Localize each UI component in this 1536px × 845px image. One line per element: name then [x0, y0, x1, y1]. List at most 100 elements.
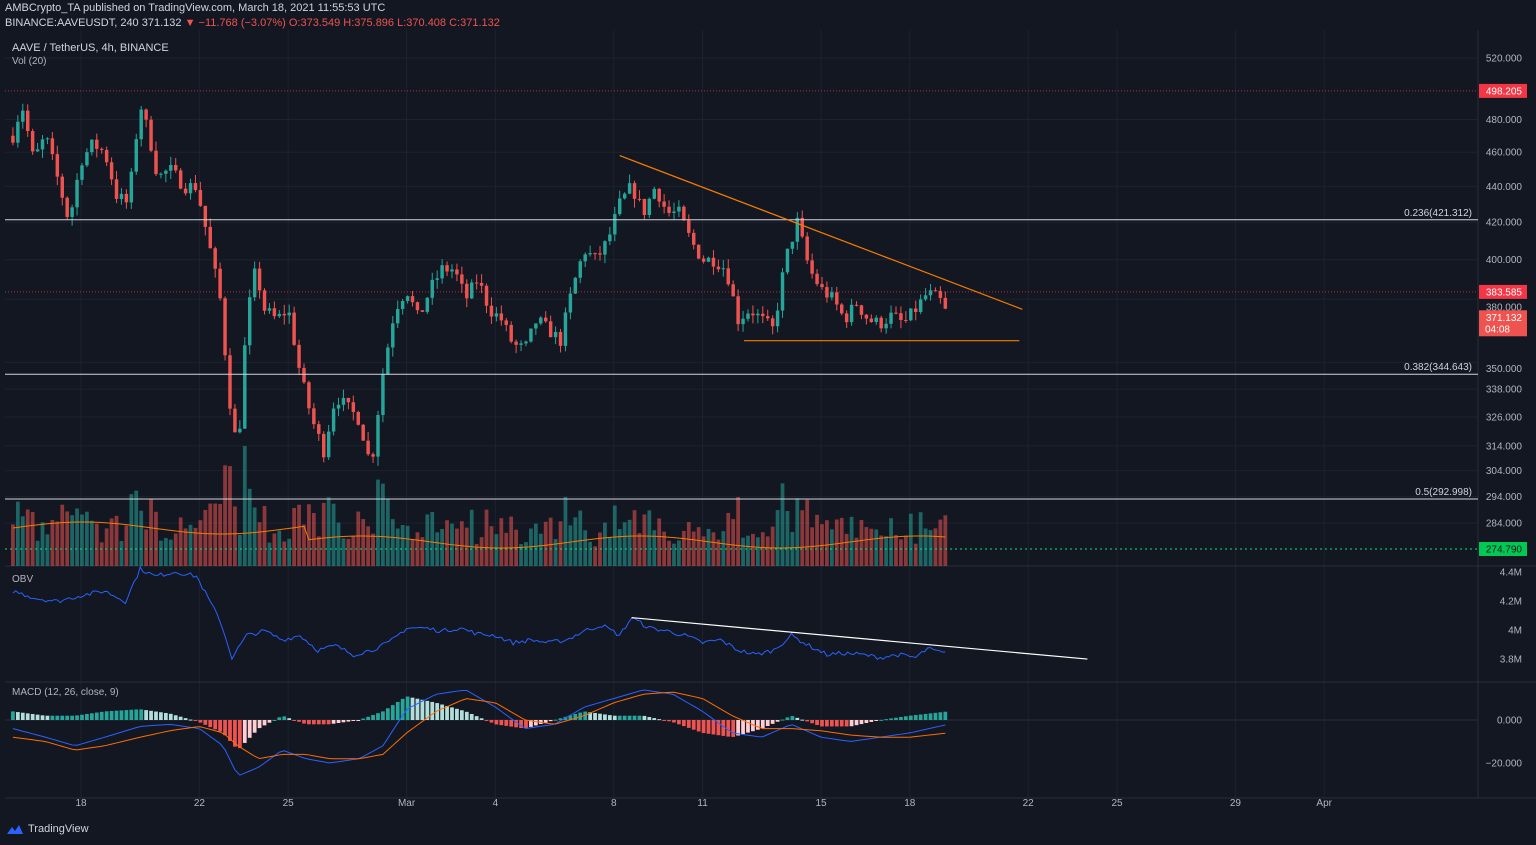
macd-histogram-bar: [627, 715, 632, 720]
macd-histogram-bar: [716, 720, 721, 736]
macd-histogram-bar: [35, 714, 40, 720]
price-levels: 0.236(421.312) 0.382(344.643) 0.5(292.998): [5, 90, 1478, 500]
candle-body: [622, 193, 627, 199]
macd-histogram-bar: [484, 720, 489, 721]
candle-body: [677, 206, 681, 212]
candle-body: [667, 206, 671, 213]
macd-histogram-bar: [815, 720, 819, 726]
volume-bar: [228, 466, 232, 566]
volume-bar: [746, 535, 750, 566]
volume-bar: [297, 504, 301, 566]
candle-body: [884, 323, 888, 329]
volume-bar: [193, 527, 198, 566]
volume-ma-line: [12, 521, 946, 549]
macd-histogram-bar: [119, 710, 124, 720]
volume-bar: [607, 537, 612, 566]
macd-histogram-bar: [588, 712, 592, 720]
macd-histogram-bar: [114, 710, 119, 720]
volume-bar: [351, 535, 356, 566]
macd-histogram-bar: [489, 720, 494, 723]
macd-histogram-bar: [45, 715, 50, 720]
candle-body: [568, 293, 573, 313]
macd-histogram-bar: [746, 720, 750, 733]
volume-bar: [657, 518, 662, 566]
macd-histogram-bar: [923, 713, 928, 720]
candle-body: [198, 190, 203, 206]
tradingview-brand[interactable]: TradingView: [6, 823, 89, 835]
tradingview-logo-icon: [7, 825, 23, 834]
macd-histogram-bar: [667, 720, 671, 722]
candle-body: [696, 244, 701, 259]
time-tick: 22: [1023, 798, 1035, 809]
candle-body: [465, 283, 469, 299]
candle-body: [844, 313, 849, 323]
candle-body: [188, 183, 193, 194]
candle-body: [109, 162, 114, 180]
candle-body: [918, 299, 923, 312]
volume-bar: [20, 516, 25, 566]
macd-histogram-bar: [731, 720, 736, 737]
candle-body: [75, 179, 79, 208]
volume-bar: [223, 465, 227, 566]
candle-body: [711, 257, 716, 267]
volume-bar: [94, 523, 99, 566]
candle-body: [85, 152, 89, 166]
candle-body: [548, 321, 553, 338]
macd-histogram-bar: [381, 711, 385, 720]
macd-histogram-bar: [203, 720, 208, 725]
macd-histogram-bar: [188, 719, 193, 721]
volume-bars: [5, 446, 1478, 566]
close-value: C:371.132: [449, 17, 500, 29]
volume-bar: [40, 522, 45, 566]
volume-bar: [889, 518, 893, 566]
volume-bar: [11, 524, 15, 566]
time-axis[interactable]: 18 22 25 Mar 4 8 11 15 18 22 25 29 Apr: [75, 798, 1332, 809]
volume-bar: [696, 527, 701, 566]
macd-histogram-bar: [233, 720, 237, 747]
candle-body: [751, 313, 755, 316]
macd-histogram-bar: [820, 720, 824, 727]
candle-body: [588, 253, 592, 255]
volume-bar: [203, 509, 208, 566]
volume-bar: [533, 523, 538, 566]
candle-body: [90, 139, 94, 153]
candle-body: [297, 344, 301, 368]
candle-body: [627, 183, 632, 194]
price-axis[interactable]: 520.000 498.205 480.000 460.000 440.000 420.0…: [1479, 54, 1527, 770]
macd-histogram-bar: [825, 720, 829, 727]
macd-histogram-bar: [311, 720, 316, 725]
candle-body: [30, 131, 35, 152]
volume-bar: [15, 501, 20, 566]
candle-body: [504, 320, 508, 325]
volume-bar: [854, 537, 859, 566]
candle-body: [608, 234, 612, 242]
candle-body: [415, 302, 420, 311]
macd-histogram-bar: [267, 720, 272, 723]
volume-label: Vol (20): [12, 56, 47, 67]
price-tick: 520.000: [1486, 54, 1523, 65]
macd-histogram-bar: [494, 720, 499, 725]
candle-body: [371, 454, 375, 457]
candle-body: [410, 296, 415, 303]
macd-histogram-bar: [657, 719, 662, 721]
macd-histogram-bar: [139, 709, 144, 720]
candle-body: [435, 278, 439, 280]
macd-histogram-bar: [632, 715, 637, 720]
candle-body: [183, 188, 188, 194]
volume-bar: [834, 519, 839, 566]
candle-body: [104, 149, 109, 163]
volume-bar: [287, 538, 292, 566]
candle-body: [539, 317, 543, 324]
macd-histogram-bar: [25, 713, 30, 720]
macd-histogram-bar: [455, 708, 459, 720]
candle-body: [578, 261, 582, 278]
macd-histogram-bar: [834, 720, 839, 727]
macd-histogram-bar: [879, 719, 884, 721]
volume-bar: [440, 528, 444, 566]
volume-bar: [321, 502, 326, 566]
macd-histogram-bar: [805, 720, 810, 722]
candle-body: [144, 109, 148, 120]
candle-body: [277, 313, 282, 317]
macd-histogram-bar: [50, 715, 55, 720]
